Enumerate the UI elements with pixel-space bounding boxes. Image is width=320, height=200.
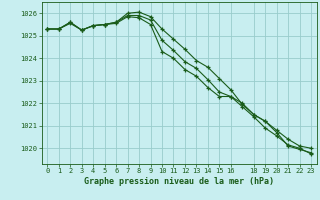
X-axis label: Graphe pression niveau de la mer (hPa): Graphe pression niveau de la mer (hPa): [84, 177, 274, 186]
